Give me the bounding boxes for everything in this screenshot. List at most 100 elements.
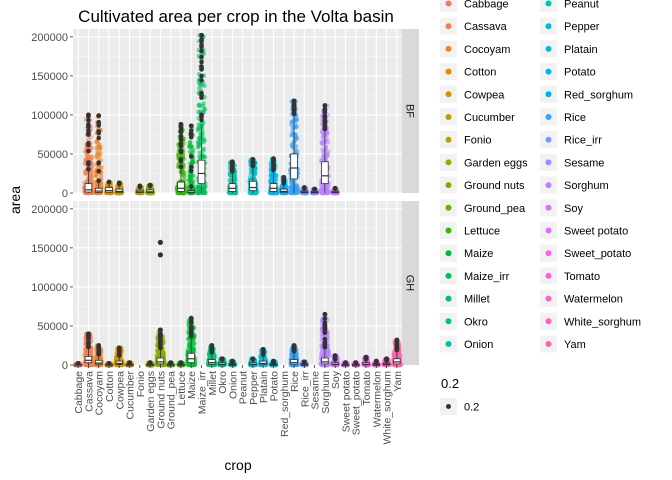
outlier-point (86, 148, 91, 154)
data-point (88, 349, 94, 355)
data-point (86, 137, 91, 142)
outlier-point (322, 103, 328, 108)
outlier-point (229, 358, 235, 364)
outlier-point (332, 185, 338, 191)
series-onion (226, 159, 239, 196)
outlier-point (188, 123, 194, 129)
data-point (231, 175, 237, 181)
outlier-point (178, 142, 184, 148)
boxplot-box (84, 356, 93, 364)
panel-bf: BF (73, 29, 419, 196)
outlier-point (291, 110, 297, 116)
outlier-point (199, 90, 204, 96)
outlier-point (96, 120, 102, 126)
data-point (180, 169, 185, 175)
series-maize-irr (195, 32, 208, 196)
outlier-point (312, 186, 318, 192)
outlier-point (86, 166, 91, 172)
facet-strip-background (402, 29, 419, 193)
series-cotton (103, 179, 115, 196)
boxplot-box (115, 188, 124, 193)
data-point (290, 125, 296, 131)
outlier-point (199, 59, 204, 65)
outlier-point (250, 163, 256, 169)
series-cassava (82, 331, 95, 368)
boxplot-box (269, 183, 278, 192)
outlier-point (188, 325, 194, 331)
series-cowpea (114, 180, 125, 196)
data-point (187, 172, 193, 177)
outlier-point (157, 327, 163, 333)
outlier-point (281, 174, 287, 180)
data-point (196, 136, 202, 141)
outlier-point (229, 159, 235, 165)
boxplot-box (249, 180, 257, 192)
data-point (196, 103, 201, 108)
data-point (269, 179, 274, 184)
outlier-point (188, 333, 194, 338)
series-maize (186, 123, 196, 196)
data-point (197, 86, 202, 91)
outlier-point (199, 54, 204, 60)
data-point (182, 190, 187, 196)
series-potato (267, 156, 280, 196)
boxplot-box (156, 357, 165, 365)
outlier-point (96, 113, 102, 119)
boxplot-box (177, 181, 185, 192)
boxplot-box (208, 359, 216, 365)
outlier-point (188, 184, 194, 189)
panel-background (73, 201, 402, 365)
data-point (196, 140, 201, 146)
outlier-point (291, 98, 297, 104)
outlier-point (178, 148, 184, 154)
data-point (202, 106, 207, 112)
outlier-point (188, 168, 194, 174)
outlier-point (199, 48, 204, 54)
outlier-point (116, 180, 122, 186)
boxplot-box (187, 352, 195, 364)
data-point (202, 154, 208, 160)
data-point (196, 126, 201, 131)
data-point (188, 362, 193, 368)
panel-background (73, 29, 402, 193)
data-point (94, 146, 100, 152)
data-point (187, 343, 193, 349)
outlier-point (147, 182, 153, 188)
outlier-point (178, 157, 184, 162)
outlier-point (178, 129, 184, 135)
outlier-point (219, 356, 225, 362)
outlier-point (188, 315, 194, 321)
outlier-point (116, 351, 122, 357)
series-cocoyam (93, 113, 104, 196)
data-point (289, 142, 295, 148)
outlier-point (137, 183, 143, 189)
outlier-point (96, 347, 102, 353)
outlier-point (86, 344, 91, 350)
boxplot-box (105, 187, 113, 193)
outlier-point (86, 160, 91, 165)
data-point (190, 178, 196, 184)
outlier-point (271, 162, 276, 168)
outlier-point (322, 115, 328, 120)
data-point (248, 172, 253, 177)
data-point (98, 164, 103, 170)
boxplot-box (290, 359, 298, 365)
boxplot-box (94, 187, 103, 193)
outlier-point (291, 343, 297, 348)
outlier-point (199, 64, 204, 69)
outlier-point (86, 124, 91, 129)
data-point (324, 151, 330, 157)
outlier-point (260, 346, 266, 352)
data-point (289, 132, 294, 138)
outlier-point (199, 73, 204, 79)
outlier-point (188, 320, 194, 326)
outlier-point (86, 117, 91, 123)
outlier-point (199, 37, 204, 42)
panel-gh: GH (72, 201, 419, 368)
outlier-point (86, 142, 91, 148)
outlier-point (322, 110, 328, 115)
outlier-point (188, 164, 194, 170)
outlier-point (199, 32, 204, 38)
data-point (159, 349, 164, 355)
outlier-point (178, 133, 184, 139)
